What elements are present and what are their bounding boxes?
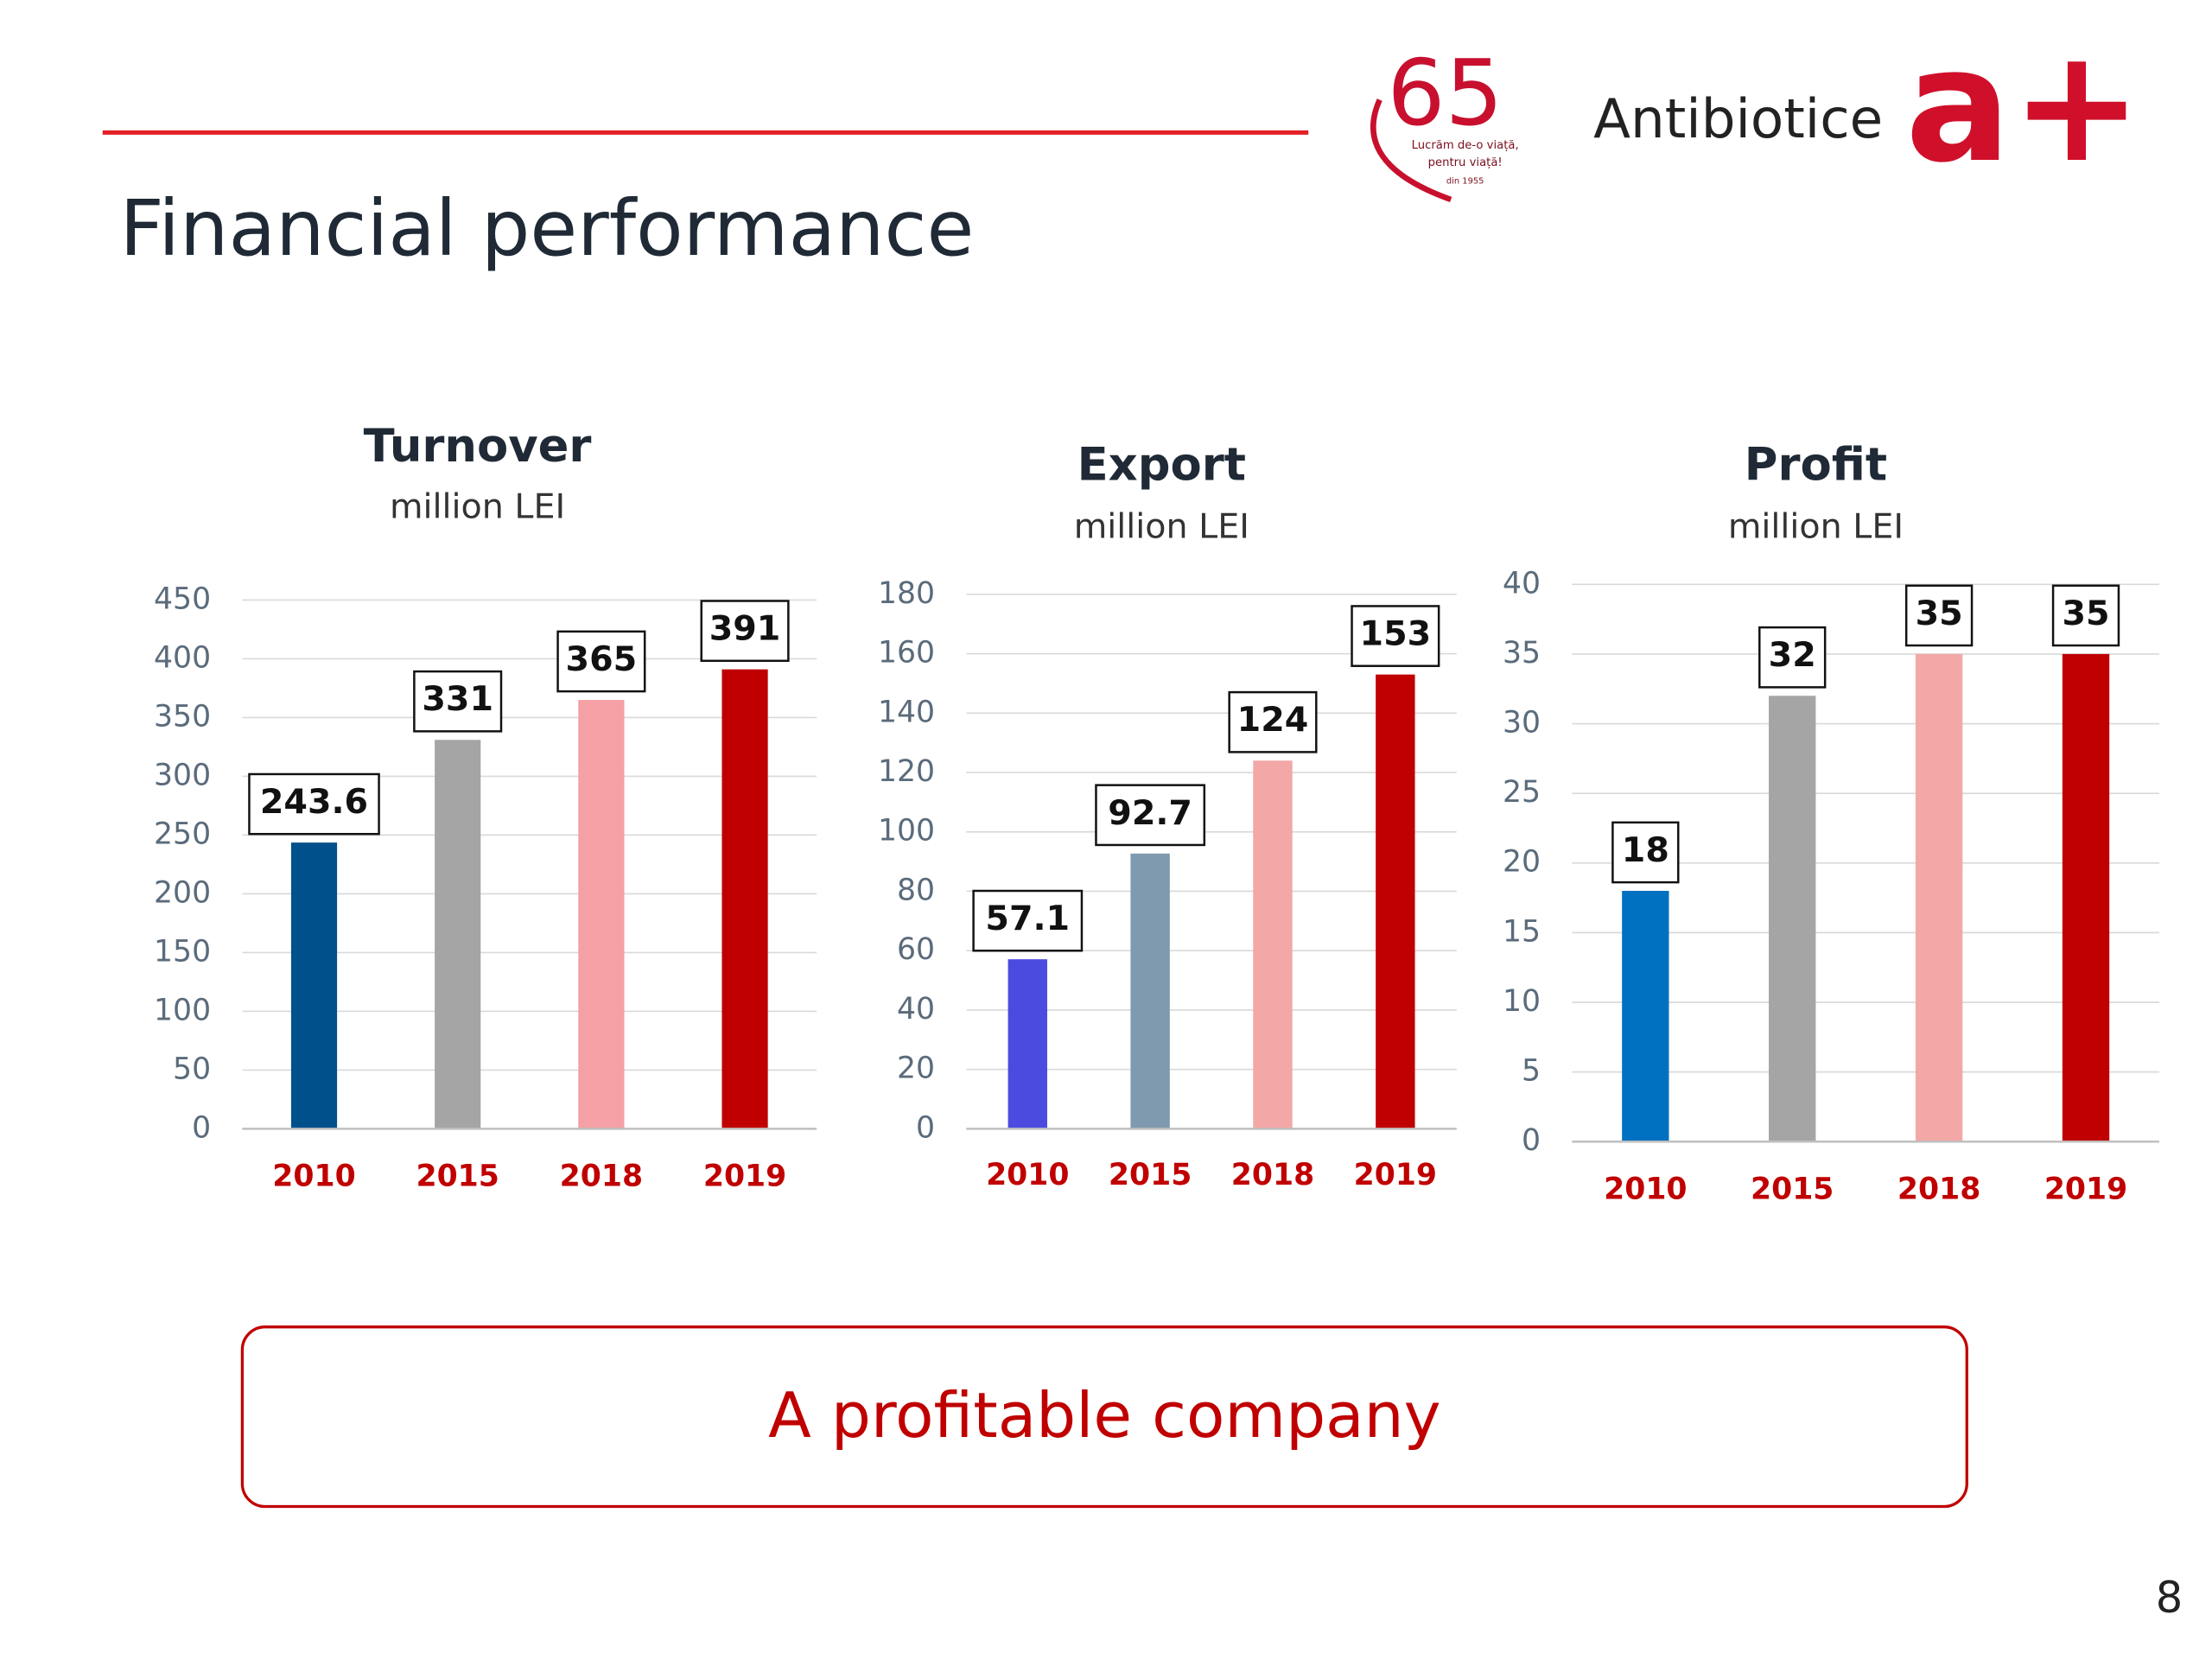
x-tick-label: 2019 [2044, 1172, 2127, 1206]
slide-title: Financial performance [120, 184, 975, 274]
y-tick-label: 35 [1503, 636, 1541, 671]
value-label: 331 [422, 679, 493, 719]
x-tick-label: 2015 [1751, 1172, 1834, 1206]
y-tick-label: 0 [1522, 1123, 1541, 1158]
logo-number: 65 [1387, 40, 1503, 146]
y-tick-label: 80 [897, 873, 935, 907]
value-label: 365 [566, 639, 638, 679]
value-label-box [2051, 584, 2120, 647]
value-label: 35 [1916, 594, 1963, 633]
y-tick-label: 160 [878, 636, 935, 671]
y-tick-label: 350 [154, 699, 211, 734]
y-tick-label: 50 [173, 1052, 211, 1086]
y-tick-label: 140 [878, 695, 935, 729]
logo-motto: Lucrăm de-o viață, [1412, 139, 1519, 152]
y-tick-label: 25 [1503, 775, 1541, 810]
brand-mark: a+ [1905, 15, 2142, 197]
value-label: 92.7 [1108, 793, 1192, 833]
bar [290, 842, 338, 1129]
value-label-box [972, 889, 1084, 952]
logo-since: din 1955 [1446, 176, 1484, 186]
y-tick-label: 0 [192, 1110, 211, 1145]
y-tick-label: 150 [154, 934, 211, 969]
x-tick-label: 2015 [1109, 1158, 1192, 1192]
y-tick-label: 400 [154, 640, 211, 675]
chart-title: Export [1077, 439, 1246, 492]
y-tick-label: 60 [897, 932, 935, 967]
value-label-box [1758, 626, 1827, 689]
bar [578, 700, 625, 1129]
value-label-box [248, 772, 380, 836]
y-tick-label: 100 [154, 993, 211, 1027]
brand-name: Antibiotice [1593, 87, 1883, 150]
bar [1622, 891, 1669, 1142]
bar [1007, 959, 1047, 1129]
value-label-box [1228, 690, 1318, 753]
y-tick-label: 20 [897, 1052, 935, 1086]
logo-motto: pentru viață! [1428, 156, 1503, 169]
y-tick-label: 10 [1503, 984, 1541, 1019]
bar [1130, 853, 1170, 1129]
chart-title: Turnover [364, 420, 592, 473]
x-tick-label: 2010 [986, 1158, 1069, 1192]
y-tick-label: 40 [897, 992, 935, 1027]
value-label: 124 [1237, 700, 1309, 740]
y-tick-label: 200 [154, 875, 211, 910]
bar [1376, 674, 1415, 1129]
value-label: 57.1 [985, 899, 1070, 938]
page-number: 8 [2156, 1573, 2183, 1623]
value-label: 391 [709, 609, 781, 649]
y-tick-label: 20 [1503, 845, 1541, 880]
callout-text: A profitable company [768, 1380, 1440, 1452]
y-tick-label: 450 [154, 582, 211, 616]
chart-subtitle: million LEI [390, 486, 565, 526]
x-tick-label: 2018 [1897, 1172, 1980, 1206]
value-label: 18 [1622, 830, 1669, 870]
x-tick-label: 2019 [1354, 1158, 1437, 1192]
bar [1915, 653, 1963, 1142]
y-tick-label: 250 [154, 817, 211, 851]
value-label-box [700, 600, 790, 663]
y-tick-label: 100 [878, 814, 935, 849]
bar [2062, 653, 2110, 1142]
y-tick-label: 15 [1503, 914, 1541, 949]
value-label: 35 [2062, 594, 2109, 633]
y-tick-label: 120 [878, 754, 935, 789]
value-label: 243.6 [260, 782, 368, 822]
bar [1253, 760, 1293, 1129]
x-tick-label: 2010 [1604, 1172, 1687, 1206]
value-label-box [1095, 784, 1206, 847]
value-label: 32 [1769, 635, 1816, 675]
logo-heart [1370, 99, 1452, 203]
chart-title: Profit [1745, 439, 1887, 492]
y-tick-label: 300 [154, 758, 211, 792]
value-label-box [1351, 605, 1440, 667]
y-tick-label: 5 [1522, 1054, 1541, 1089]
value-label-box [413, 670, 503, 733]
y-tick-label: 180 [878, 576, 935, 611]
x-tick-label: 2018 [1231, 1158, 1314, 1192]
callout-box [240, 1325, 1968, 1509]
chart-subtitle: million LEI [1728, 506, 1904, 546]
value-label: 153 [1360, 614, 1432, 654]
y-tick-label: 30 [1503, 706, 1541, 741]
x-tick-label: 2018 [560, 1159, 643, 1193]
value-label-box [1611, 821, 1680, 884]
bar [1769, 696, 1816, 1142]
bar [435, 740, 481, 1129]
value-label-box [556, 630, 646, 693]
x-tick-label: 2010 [272, 1159, 355, 1193]
x-tick-label: 2015 [416, 1159, 499, 1193]
y-tick-label: 0 [916, 1110, 935, 1145]
x-tick-label: 2019 [703, 1159, 786, 1193]
value-label-box [1904, 584, 1974, 647]
y-tick-label: 40 [1503, 566, 1541, 601]
bar [721, 669, 768, 1129]
chart-subtitle: million LEI [1074, 506, 1249, 546]
